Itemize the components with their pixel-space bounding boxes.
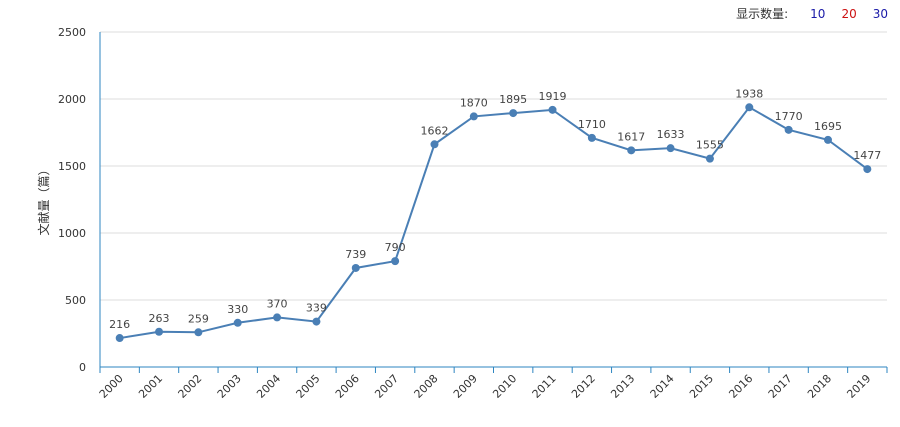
display-count-label: 显示数量:: [736, 7, 789, 21]
x-tick-label: 2006: [333, 372, 362, 401]
data-label: 339: [306, 302, 327, 315]
x-tick-label: 2019: [844, 372, 873, 401]
data-point: [548, 105, 557, 114]
data-point: [194, 328, 203, 337]
display-count-20-option[interactable]: 20: [841, 6, 857, 21]
data-label: 1770: [775, 110, 803, 123]
data-label: 259: [188, 312, 209, 325]
data-point: [587, 133, 596, 142]
data-point: [705, 154, 714, 163]
x-tick-label: 2004: [254, 372, 283, 401]
data-label: 1633: [657, 128, 685, 141]
x-tick-label: 2017: [766, 372, 795, 401]
x-tick-label: 2005: [294, 372, 323, 401]
display-count-30-option[interactable]: 30: [872, 6, 888, 21]
data-point: [666, 144, 675, 153]
data-label: 1555: [696, 139, 724, 152]
data-point: [509, 109, 518, 118]
y-tick-label: 1000: [58, 227, 86, 240]
data-label: 790: [385, 241, 406, 254]
data-point: [784, 125, 793, 134]
x-tick-label: 2014: [648, 372, 677, 401]
data-label: 263: [149, 312, 170, 325]
data-label: 216: [109, 318, 130, 331]
data-label: 1662: [420, 124, 448, 137]
y-axis-title: 文献量（篇）: [36, 163, 51, 235]
y-tick-label: 500: [65, 294, 86, 307]
data-point: [469, 112, 478, 121]
x-tick-label: 2010: [490, 372, 519, 401]
x-tick-label: 2015: [687, 372, 716, 401]
x-tick-label: 2000: [97, 372, 126, 401]
data-point: [627, 146, 636, 155]
x-tick-label: 2009: [451, 372, 480, 401]
x-tick-label: 2002: [176, 372, 205, 401]
data-label: 1710: [578, 118, 606, 131]
data-point: [233, 318, 242, 327]
data-point: [115, 334, 124, 343]
display-count-toolbar: 显示数量: 10 20 30: [736, 5, 888, 22]
x-tick-label: 2007: [372, 372, 401, 401]
x-tick-label: 2003: [215, 372, 244, 401]
y-tick-label: 0: [79, 361, 86, 374]
data-label: 1870: [460, 96, 488, 109]
x-tick-label: 2018: [805, 372, 834, 401]
x-tick-label: 2001: [136, 372, 165, 401]
series-line: [119, 106, 868, 340]
data-label: 1617: [617, 130, 645, 143]
x-tick-label: 2011: [530, 372, 559, 401]
data-label: 1695: [814, 120, 842, 133]
data-label: 739: [345, 248, 366, 261]
data-point: [351, 263, 360, 272]
data-point: [273, 313, 282, 322]
x-tick-label: 2016: [726, 372, 755, 401]
data-point: [823, 135, 832, 144]
data-label: 1919: [539, 90, 567, 103]
data-label: 1938: [735, 87, 763, 100]
data-point: [745, 103, 754, 112]
x-tick-label: 2008: [412, 372, 441, 401]
data-point: [430, 140, 439, 149]
data-label: 1895: [499, 93, 527, 106]
data-label: 370: [267, 297, 288, 310]
data-point: [863, 165, 872, 174]
data-label: 1477: [853, 149, 881, 162]
y-tick-label: 1500: [58, 160, 86, 173]
x-tick-label: 2013: [608, 372, 637, 401]
data-point: [155, 327, 164, 336]
data-point: [312, 317, 321, 326]
data-point: [391, 257, 400, 266]
display-count-10-option[interactable]: 10: [810, 6, 826, 21]
x-tick-label: 2012: [569, 372, 598, 401]
data-label: 330: [227, 303, 248, 316]
y-tick-label: 2500: [58, 26, 86, 39]
y-tick-label: 2000: [58, 93, 86, 106]
